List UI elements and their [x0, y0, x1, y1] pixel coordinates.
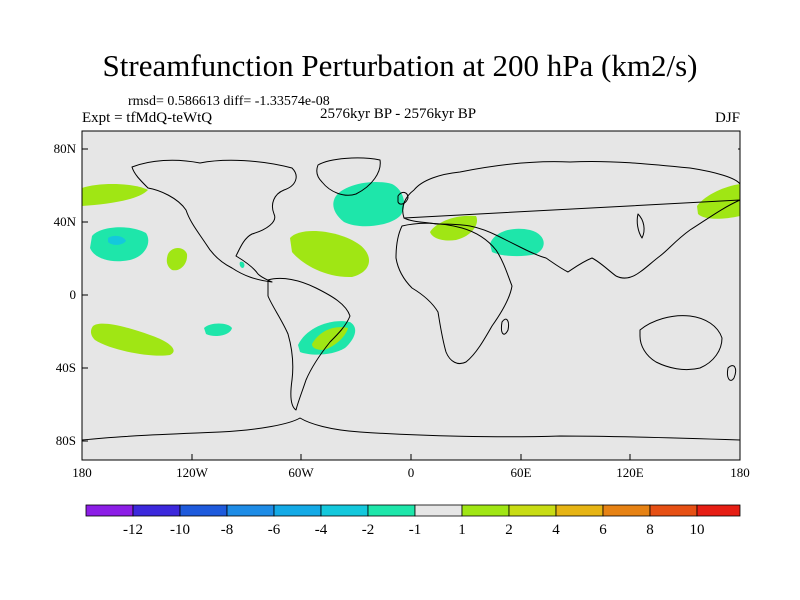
anomaly-region	[82, 184, 148, 206]
lon-label: 180	[72, 465, 92, 480]
coastline-uk	[397, 191, 409, 205]
colorbar-label: 2	[505, 522, 513, 538]
map-title: Streamfunction Perturbation at 200 hPa (…	[102, 48, 698, 83]
colorbar-box	[226, 504, 275, 517]
lat-label: 40N	[54, 214, 77, 229]
lon-label: 60W	[288, 465, 314, 480]
anomaly-region	[166, 248, 188, 271]
anomaly-region	[490, 228, 544, 257]
coastline-north-america	[131, 159, 297, 283]
colorbar	[85, 504, 741, 517]
colorbar-label: 6	[599, 522, 607, 538]
experiment-label: Expt = tfMdQ-teWtQ	[82, 110, 213, 126]
anomaly-region	[290, 230, 370, 278]
anomaly-region	[108, 235, 126, 245]
colorbar-box	[508, 504, 557, 517]
colorbar-box	[132, 504, 181, 517]
colorbar-box	[649, 504, 698, 517]
lon-label: 120W	[176, 465, 209, 480]
colorbar-label: -4	[315, 522, 328, 538]
colorbar-box	[414, 504, 463, 517]
period-label: 2576kyr BP - 2576kyr BP	[320, 106, 477, 122]
colorbar-box	[179, 504, 228, 517]
colorbar-label: 4	[552, 522, 560, 538]
anomaly-region	[333, 181, 405, 227]
anomaly-region	[90, 323, 174, 356]
colorbar-label: -8	[221, 522, 234, 538]
colorbar-label: 10	[690, 522, 705, 538]
lon-label: 0	[408, 465, 415, 480]
colorbar-box	[555, 504, 604, 517]
colorbar-label: 8	[646, 522, 654, 538]
lon-label: 180	[730, 465, 750, 480]
anomaly-region	[204, 323, 232, 336]
stats-line: rmsd= 0.586613 diff= -1.33574e-08	[128, 94, 330, 109]
coastline-greenland	[316, 157, 381, 196]
colorbar-label: -12	[123, 522, 143, 538]
coastlines	[81, 157, 741, 441]
coastline-australia	[639, 315, 723, 371]
season-label: DJF	[714, 110, 740, 126]
lon-label: 120E	[616, 465, 644, 480]
colorbar-label: -10	[170, 522, 190, 538]
lat-label: 0	[70, 287, 77, 302]
colorbar-label: -1	[409, 522, 422, 538]
axis-ticks	[81, 148, 741, 460]
colorbar-box	[320, 504, 369, 517]
anomaly-regions	[82, 181, 740, 356]
coastline-new-zealand	[727, 365, 737, 381]
coastline-south-america	[267, 277, 351, 411]
map-background	[82, 131, 740, 460]
lat-label: 40S	[56, 360, 76, 375]
coastline-madagascar	[501, 318, 509, 335]
colorbar-box	[696, 504, 741, 517]
lon-label: 60E	[511, 465, 532, 480]
lat-label: 80N	[54, 141, 77, 156]
colorbar-box	[602, 504, 651, 517]
colorbar-label: 1	[458, 522, 466, 538]
coastline-antarctica	[81, 417, 741, 441]
lat-label: 80S	[56, 433, 76, 448]
colorbar-box	[85, 504, 134, 517]
colorbar-label: -2	[362, 522, 375, 538]
anomaly-region	[430, 215, 478, 241]
colorbar-box	[461, 504, 510, 517]
colorbar-box	[273, 504, 322, 517]
coastline-japan	[636, 213, 645, 239]
colorbar-box	[367, 504, 416, 517]
colorbar-label: -6	[268, 522, 281, 538]
coastline-eurasia	[402, 160, 741, 279]
anomaly-region	[239, 261, 245, 268]
coastline-africa	[395, 222, 513, 365]
